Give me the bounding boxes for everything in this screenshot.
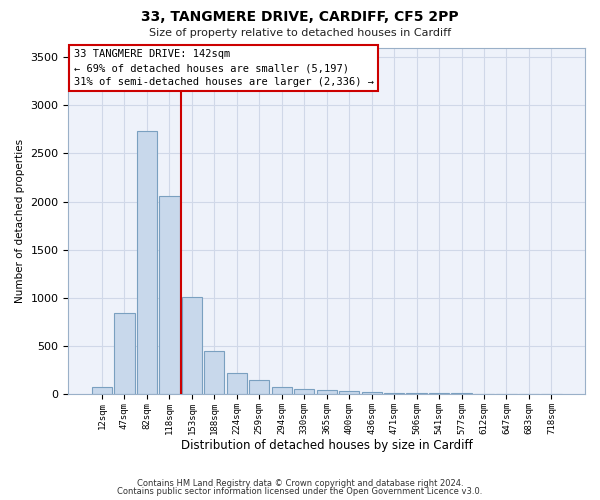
Bar: [159, 196, 179, 394]
Bar: [384, 392, 404, 394]
Bar: [272, 387, 292, 394]
Bar: [249, 380, 269, 394]
Bar: [115, 313, 134, 394]
Bar: [182, 297, 202, 394]
Bar: [317, 390, 337, 394]
Bar: [294, 389, 314, 394]
Bar: [227, 373, 247, 394]
Bar: [204, 350, 224, 394]
X-axis label: Distribution of detached houses by size in Cardiff: Distribution of detached houses by size …: [181, 440, 473, 452]
Text: Size of property relative to detached houses in Cardiff: Size of property relative to detached ho…: [149, 28, 451, 38]
Bar: [339, 391, 359, 394]
Bar: [362, 392, 382, 394]
Text: Contains HM Land Registry data © Crown copyright and database right 2024.: Contains HM Land Registry data © Crown c…: [137, 478, 463, 488]
Y-axis label: Number of detached properties: Number of detached properties: [15, 138, 25, 303]
Bar: [406, 393, 427, 394]
Bar: [137, 132, 157, 394]
Text: 33, TANGMERE DRIVE, CARDIFF, CF5 2PP: 33, TANGMERE DRIVE, CARDIFF, CF5 2PP: [141, 10, 459, 24]
Bar: [92, 388, 112, 394]
Text: Contains public sector information licensed under the Open Government Licence v3: Contains public sector information licen…: [118, 487, 482, 496]
Text: 33 TANGMERE DRIVE: 142sqm
← 69% of detached houses are smaller (5,197)
31% of se: 33 TANGMERE DRIVE: 142sqm ← 69% of detac…: [74, 49, 374, 87]
